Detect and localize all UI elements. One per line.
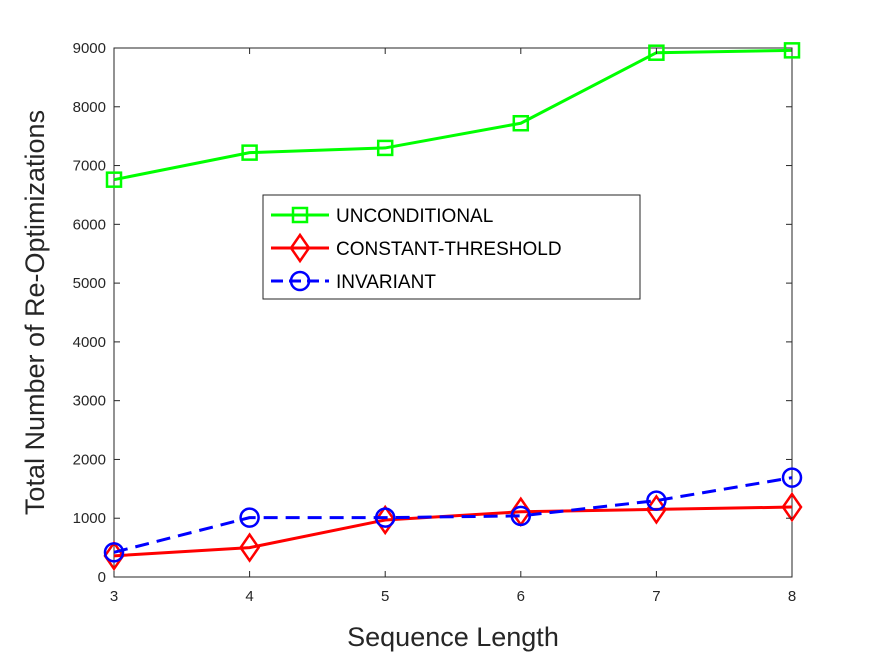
- x-tick-label: 4: [245, 588, 253, 605]
- y-tick-label: 6000: [73, 216, 106, 233]
- legend-label: UNCONDITIONAL: [336, 206, 493, 227]
- legend-item: INVARIANT: [271, 270, 436, 293]
- y-tick-label: 4000: [73, 334, 106, 351]
- series-layer: [103, 42, 803, 572]
- data-point: [781, 467, 803, 488]
- data-point: [648, 44, 665, 61]
- legend-label: INVARIANT: [336, 272, 436, 293]
- legend-item: UNCONDITIONAL: [271, 206, 493, 227]
- series-line: [113, 476, 793, 554]
- data-point: [103, 542, 125, 563]
- data-point: [374, 504, 396, 536]
- legend-label: CONSTANT-THRESHOLD: [336, 239, 562, 260]
- x-axis-label: Sequence Length: [347, 622, 559, 652]
- data-point: [241, 144, 258, 161]
- data-point: [239, 507, 260, 528]
- legend-marker: [291, 206, 309, 224]
- data-point: [783, 42, 801, 59]
- series-unconditional: [105, 42, 801, 188]
- data-point: [376, 139, 394, 157]
- plot-area: [113, 47, 793, 578]
- x-tick-label: 5: [381, 588, 389, 605]
- y-tick-label: 3000: [73, 393, 106, 410]
- y-tick-label: 9000: [73, 40, 106, 57]
- series-invariant: [103, 467, 803, 563]
- y-tick-label: 0: [98, 569, 106, 586]
- x-tick-label: 7: [652, 588, 660, 605]
- data-point: [781, 491, 803, 523]
- plot-box: [113, 47, 793, 578]
- y-tick-label: 8000: [73, 99, 106, 116]
- data-point: [646, 490, 667, 511]
- y-tick-label: 5000: [73, 275, 106, 292]
- legend-marker: [289, 232, 311, 264]
- legend-marker: [289, 270, 311, 292]
- data-point: [105, 171, 123, 188]
- data-point: [512, 114, 530, 132]
- data-point: [374, 507, 396, 528]
- y-tick-label: 2000: [73, 451, 106, 468]
- x-tick-label: 3: [110, 588, 118, 605]
- data-point: [645, 494, 667, 525]
- legend: UNCONDITIONAL CONSTANT-THRESHOLD INVARIANT: [262, 194, 641, 300]
- series-line: [113, 48, 793, 182]
- data-point: [239, 532, 261, 563]
- x-tick-label: 6: [517, 588, 525, 605]
- tick-layer: 3 4 5 6 7 8 0 1000 2000 3000 4000 5000 6000 7000 8000 9…: [73, 40, 797, 605]
- y-axis-label: Total Number of Re-Optimizations: [20, 110, 50, 515]
- legend-item: CONSTANT-THRESHOLD: [271, 232, 562, 264]
- y-tick-label: 7000: [73, 158, 106, 175]
- x-tick-label: 8: [788, 588, 796, 605]
- data-point: [510, 505, 532, 527]
- y-tick-label: 1000: [73, 510, 106, 527]
